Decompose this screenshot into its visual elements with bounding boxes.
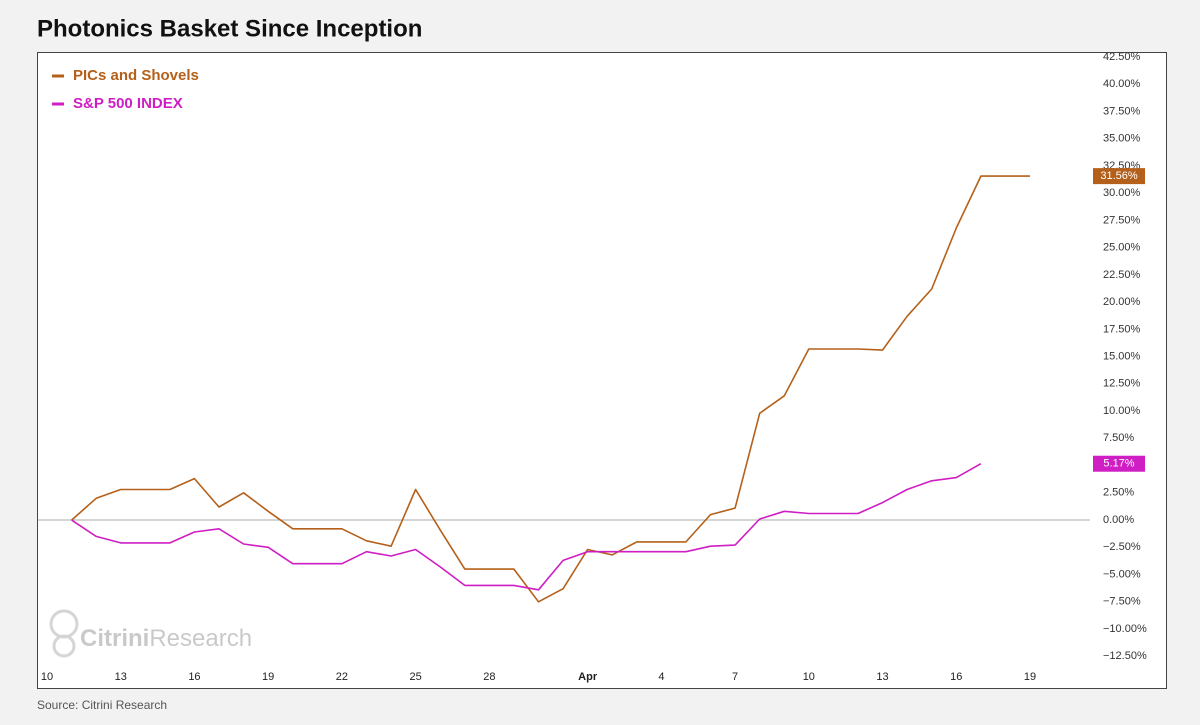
x-tick-label: 22 <box>336 671 348 683</box>
y-tick-label: 37.50% <box>1103 105 1141 117</box>
y-tick-label: −2.50% <box>1103 541 1141 553</box>
end-label: 31.56% <box>1100 170 1138 182</box>
legend-label: PICs and Shovels <box>73 67 199 84</box>
x-tick-label: 19 <box>1024 671 1036 683</box>
x-tick-label: 25 <box>410 671 422 683</box>
y-tick-label: 17.50% <box>1103 323 1141 335</box>
x-tick-label: 7 <box>732 671 738 683</box>
legend-label: S&P 500 INDEX <box>73 95 183 112</box>
end-label: 5.17% <box>1103 458 1134 470</box>
end-label-box <box>1093 168 1145 185</box>
x-tick-label: 10 <box>41 671 53 683</box>
y-tick-label: 2.50% <box>1103 487 1134 499</box>
y-tick-label: 35.00% <box>1103 133 1141 145</box>
x-tick-label: 13 <box>115 671 127 683</box>
x-tick-label: 10 <box>803 671 815 683</box>
x-tick-label: 13 <box>876 671 888 683</box>
y-tick-label: 22.50% <box>1103 269 1141 281</box>
y-tick-label: 30.00% <box>1103 187 1141 199</box>
watermark-logo <box>52 634 76 658</box>
y-tick-label: 12.50% <box>1103 378 1141 390</box>
chart-title: Photonics Basket Since Inception <box>37 15 422 42</box>
y-tick-label: 40.00% <box>1103 78 1141 90</box>
watermark-logo <box>49 609 79 639</box>
y-tick-label: 20.00% <box>1103 296 1141 308</box>
y-tick-label: −5.00% <box>1103 568 1141 580</box>
y-tick-label: −10.00% <box>1103 623 1147 635</box>
y-tick-label: 0.00% <box>1103 514 1134 526</box>
x-tick-label: 16 <box>950 671 962 683</box>
x-tick-label: 16 <box>188 671 200 683</box>
series-line <box>71 463 982 591</box>
y-tick-label: −7.50% <box>1103 596 1141 608</box>
watermark: CitriniResearch <box>49 609 252 658</box>
y-tick-label: 7.50% <box>1103 432 1134 444</box>
y-tick-label: −12.50% <box>1103 650 1147 662</box>
series-line <box>71 175 1030 603</box>
source: Source: Citrini Research <box>37 698 167 712</box>
watermark-bold: Citrini <box>80 625 149 652</box>
y-tick-label: 25.00% <box>1103 242 1141 254</box>
y-tick-label: 27.50% <box>1103 214 1141 226</box>
watermark-text: CitriniResearch <box>80 625 252 652</box>
watermark-light: Research <box>149 625 252 652</box>
plot-frame <box>37 52 1167 689</box>
x-tick-label: 19 <box>262 671 274 683</box>
y-tick-label: 10.00% <box>1103 405 1141 417</box>
x-tick-label: 28 <box>483 671 495 683</box>
y-tick-label: 42.50% <box>1103 51 1141 63</box>
x-tick-label: 4 <box>658 671 664 683</box>
y-tick-label: 15.00% <box>1103 350 1141 362</box>
end-label-box <box>1093 455 1145 472</box>
x-tick-label: Apr <box>578 671 598 683</box>
